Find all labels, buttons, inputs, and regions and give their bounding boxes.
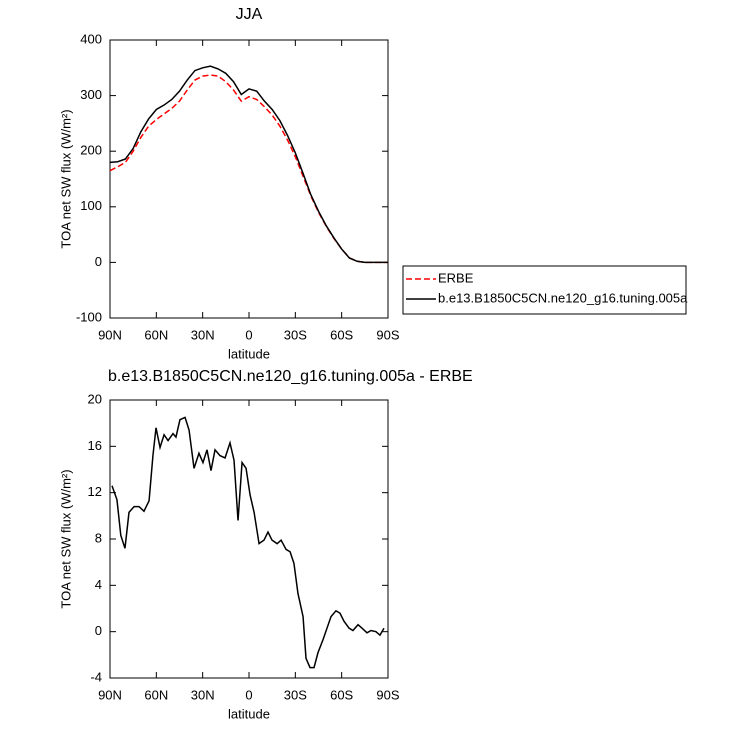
x-tick-label: 60S [330, 327, 353, 342]
plot-frame [109, 399, 389, 679]
x-tick-label: 60N [144, 327, 168, 342]
y-tick-label: 200 [80, 143, 102, 158]
y-tick-label: -4 [90, 669, 102, 684]
x-axis-label: latitude [228, 346, 270, 361]
chart-title: JJA [236, 6, 263, 23]
x-tick-label: 30S [284, 327, 307, 342]
x-tick-label: 60N [144, 687, 168, 702]
x-tick-label: 90S [376, 327, 399, 342]
y-tick-label: 16 [88, 438, 102, 453]
y-tick-label: 0 [95, 623, 102, 638]
y-tick-label: 0 [95, 254, 102, 269]
x-tick-label: 0 [245, 327, 252, 342]
y-tick-label: 100 [80, 198, 102, 213]
y-tick-label: -100 [76, 309, 102, 324]
x-axis-label: latitude [228, 706, 270, 721]
x-tick-label: 90N [98, 327, 122, 342]
y-axis-label: TOA net SW flux (W/m²) [58, 469, 73, 608]
x-tick-label: 30S [284, 687, 307, 702]
legend-box [402, 265, 687, 315]
y-tick-label: 4 [95, 577, 102, 592]
y-tick-label: 8 [95, 530, 102, 545]
x-tick-label: 0 [245, 687, 252, 702]
x-tick-label: 30N [191, 327, 215, 342]
x-tick-label: 90N [98, 687, 122, 702]
legend-label: b.e13.B1850C5CN.ne120_g16.tuning.005a [438, 290, 688, 305]
plot-frame [109, 39, 389, 319]
x-tick-label: 60S [330, 687, 353, 702]
legend-label: ERBE [438, 270, 474, 285]
y-tick-label: 12 [88, 484, 102, 499]
x-tick-label: 90S [376, 687, 399, 702]
data-line [109, 74, 388, 264]
x-tick-label: 30N [191, 687, 215, 702]
data-line [111, 416, 385, 669]
data-line [109, 65, 388, 264]
y-tick-label: 300 [80, 87, 102, 102]
y-axis-label: TOA net SW flux (W/m²) [58, 109, 73, 248]
y-tick-label: 400 [80, 31, 102, 46]
chart-title: b.e13.B1850C5CN.ne120_g16.tuning.005a - … [108, 368, 473, 385]
y-tick-label: 20 [88, 391, 102, 406]
